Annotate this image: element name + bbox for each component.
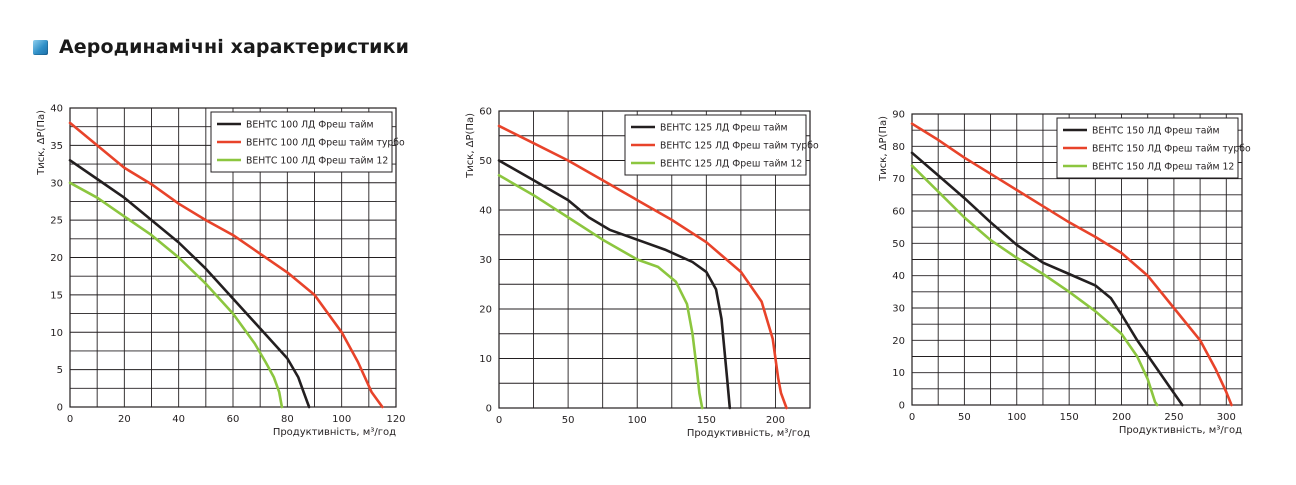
series-line-1 — [68, 159, 311, 409]
y-tick-label: 5 — [57, 365, 63, 376]
series-line-3 — [68, 181, 284, 409]
y-tick-label: 10 — [479, 354, 492, 365]
x-tick-label: 250 — [1164, 412, 1183, 423]
y-tick-label: 60 — [892, 207, 905, 218]
y-tick-label: 80 — [892, 142, 905, 153]
y-tick-label: 30 — [892, 304, 905, 315]
x-tick-label: 150 — [1060, 412, 1079, 423]
series-line-2 — [910, 122, 1233, 407]
legend-label: ВЕНТС 125 ЛД Фреш тайм турбо — [660, 141, 819, 152]
x-tick-label: 100 — [1007, 412, 1026, 423]
x-tick-label: 80 — [281, 414, 294, 425]
x-tick-label: 50 — [958, 412, 971, 423]
y-axis-label: Тиск, ΔP(Па) — [465, 113, 476, 179]
y-tick-label: 30 — [50, 178, 63, 189]
y-tick-label: 10 — [50, 328, 63, 339]
x-tick-label: 150 — [697, 415, 716, 426]
plot-frame — [911, 113, 1243, 406]
y-tick-label: 20 — [50, 253, 63, 264]
y-tick-label: 25 — [50, 216, 63, 227]
series-line-3 — [910, 164, 1159, 407]
x-tick-label: 200 — [766, 415, 785, 426]
x-tick-label: 200 — [1112, 412, 1131, 423]
y-tick-label: 40 — [479, 206, 492, 217]
plot-frame — [69, 107, 397, 408]
x-tick-label: 60 — [227, 414, 240, 425]
y-tick-label: 40 — [892, 271, 905, 282]
y-tick-label: 30 — [479, 255, 492, 266]
legend: ВЕНТС 100 ЛД Фреш тайм ВЕНТС 100 ЛД Фреш … — [210, 111, 405, 173]
legend-label: ВЕНТС 150 ЛД Фреш тайм 12 — [1092, 162, 1234, 173]
y-tick-label: 90 — [892, 110, 905, 121]
chart-vents-150: 0 50 100 150 200 250 300 0 10 20 30 40 50 60 70 80 90 Про… — [878, 90, 1268, 450]
legend: ВЕНТС 150 ЛД Фреш тайм ВЕНТС 150 ЛД Фреш … — [1056, 117, 1251, 179]
series-line-3 — [497, 174, 704, 410]
plot-frame — [498, 110, 811, 409]
series-line-2 — [497, 124, 788, 410]
x-axis-label: Продуктивність, м³/год — [1119, 424, 1242, 436]
x-tick-label: 0 — [496, 415, 502, 426]
x-axis-label: Продуктивність, м³/год — [687, 427, 810, 439]
x-tick-label: 20 — [118, 414, 131, 425]
x-tick-label: 300 — [1217, 412, 1236, 423]
legend: ВЕНТС 125 ЛД Фреш тайм ВЕНТС 125 ЛД Фреш … — [624, 114, 819, 176]
x-tick-label: 0 — [67, 414, 73, 425]
square-bullet-icon — [33, 39, 48, 55]
legend-label: ВЕНТС 125 ЛД Фреш тайм — [660, 123, 788, 134]
y-tick-label: 20 — [479, 305, 492, 316]
chart-svg: 0 50 100 150 200 250 300 0 10 20 30 40 50 60 70 80 90 Про… — [878, 110, 1251, 437]
legend-label: ВЕНТС 150 ЛД Фреш тайм турбо — [1092, 144, 1251, 155]
legend-label: ВЕНТС 100 ЛД Фреш тайм 12 — [246, 156, 388, 167]
section-header: Аеродинамічні характеристики — [33, 36, 409, 58]
series-line-1 — [910, 151, 1184, 407]
legend-box — [1056, 117, 1239, 179]
x-tick-label: 100 — [332, 414, 351, 425]
x-tick-label: 120 — [386, 414, 405, 425]
chart-vents-125: 0 50 100 150 200 0 10 20 30 40 50 60 Продуктивність,… — [455, 90, 845, 450]
y-tick-label: 35 — [50, 141, 63, 152]
y-tick-label: 60 — [479, 107, 492, 118]
chart-vents-100: 0 20 40 60 80 100 120 0 5 10 15 20 25 30 35 40 Продуктив… — [28, 90, 418, 450]
legend-box — [624, 114, 807, 176]
x-tick-label: 50 — [562, 415, 575, 426]
y-tick-label: 0 — [899, 401, 905, 412]
legend-label: ВЕНТС 100 ЛД Фреш тайм турбо — [246, 138, 405, 149]
legend-box — [210, 111, 393, 173]
page-title: Аеродинамічні характеристики — [59, 36, 409, 58]
legend-label: ВЕНТС 150 ЛД Фреш тайм — [1092, 126, 1220, 137]
chart-svg: 0 50 100 150 200 0 10 20 30 40 50 60 Продуктивність,… — [465, 107, 819, 440]
series-line-2 — [68, 121, 384, 409]
y-tick-label: 50 — [479, 156, 492, 167]
series-line-1 — [497, 159, 732, 410]
y-axis-label: Тиск, ΔP(Па) — [36, 110, 47, 176]
y-tick-label: 15 — [50, 290, 63, 301]
x-axis-label: Продуктивність, м³/год — [273, 426, 396, 438]
x-tick-label: 100 — [628, 415, 647, 426]
legend-label: ВЕНТС 100 ЛД Фреш тайм — [246, 120, 374, 131]
y-tick-label: 10 — [892, 368, 905, 379]
legend-label: ВЕНТС 125 ЛД Фреш тайм 12 — [660, 159, 802, 170]
y-tick-label: 0 — [57, 403, 63, 414]
x-tick-label: 0 — [909, 412, 915, 423]
y-tick-label: 50 — [892, 239, 905, 250]
chart-svg: 0 20 40 60 80 100 120 0 5 10 15 20 25 30 35 40 Продуктив… — [36, 104, 406, 439]
y-axis-label: Тиск, ΔP(Па) — [878, 116, 889, 182]
y-tick-label: 70 — [892, 174, 905, 185]
x-tick-label: 40 — [172, 414, 185, 425]
y-tick-label: 0 — [486, 404, 492, 415]
y-tick-label: 40 — [50, 104, 63, 115]
y-tick-label: 20 — [892, 336, 905, 347]
